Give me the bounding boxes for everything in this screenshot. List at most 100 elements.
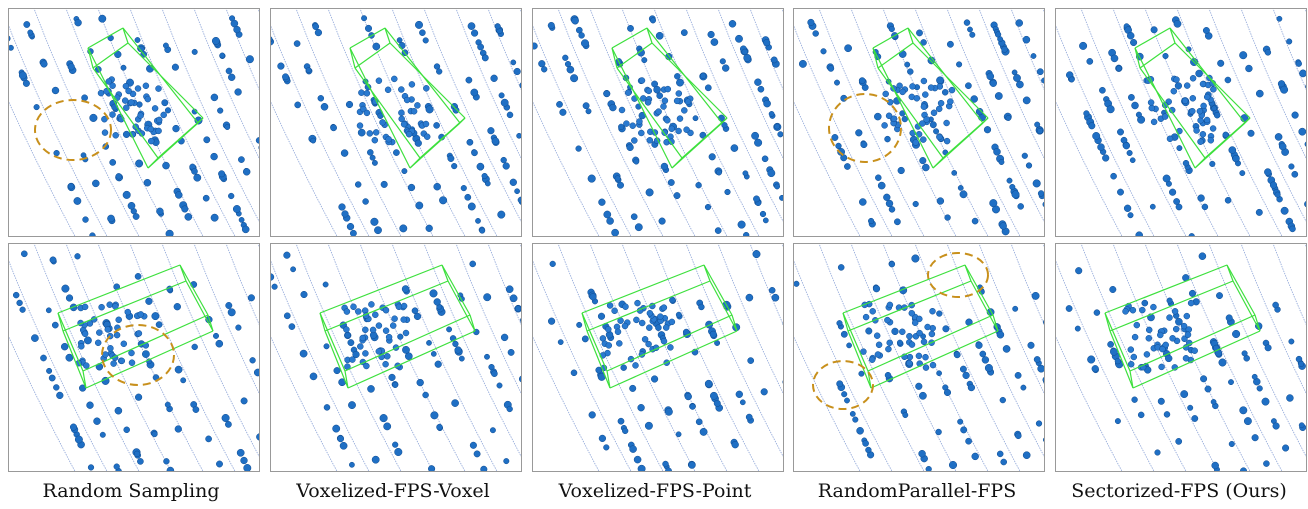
point: [1166, 297, 1173, 304]
scan-line: [685, 8, 784, 224]
point: [439, 196, 448, 205]
point: [379, 414, 388, 423]
point: [538, 60, 546, 68]
point: [1086, 58, 1094, 65]
box-edge: [122, 27, 129, 44]
scan-line: [455, 243, 522, 396]
point: [881, 122, 888, 129]
point: [343, 326, 350, 333]
point: [413, 312, 422, 321]
box-edge: [469, 314, 476, 332]
point: [699, 427, 708, 436]
point: [1048, 388, 1054, 394]
point: [1044, 20, 1050, 26]
point: [65, 353, 74, 362]
point: [603, 210, 612, 219]
point: [136, 101, 143, 108]
scan-line: [978, 243, 1045, 396]
point: [1280, 206, 1289, 215]
point: [395, 303, 403, 311]
point: [367, 149, 374, 156]
point: [906, 359, 913, 367]
point: [260, 24, 267, 31]
point: [929, 121, 937, 129]
point: [452, 340, 459, 348]
point: [210, 213, 219, 222]
point: [162, 42, 169, 49]
scan-line: [97, 8, 204, 237]
box-edge: [606, 370, 611, 389]
point: [745, 413, 753, 421]
point: [578, 32, 585, 39]
point: [645, 188, 654, 197]
point: [636, 118, 643, 125]
point: [837, 264, 845, 271]
box-edge: [87, 27, 124, 49]
point: [382, 360, 389, 368]
point: [383, 422, 392, 431]
point: [644, 421, 653, 430]
point: [81, 330, 89, 338]
point: [283, 312, 291, 320]
point: [476, 162, 485, 171]
point: [288, 323, 296, 330]
point: [922, 163, 930, 172]
panel-content: [8, 243, 260, 472]
point: [1180, 322, 1188, 330]
panel-bg: [270, 243, 522, 472]
point: [656, 92, 664, 100]
point: [46, 367, 53, 374]
point: [19, 306, 26, 313]
point: [605, 326, 612, 333]
point: [366, 130, 374, 137]
point: [61, 284, 70, 293]
point: [1239, 170, 1246, 177]
box-edge: [646, 27, 653, 44]
scan-line: [327, 243, 434, 472]
point: [676, 115, 684, 122]
point: [935, 428, 942, 436]
point: [798, 59, 807, 68]
point: [556, 101, 563, 108]
point: [500, 333, 509, 342]
point: [310, 137, 317, 144]
point: [1042, 376, 1045, 384]
point: [372, 129, 380, 136]
point: [40, 354, 47, 362]
point: [660, 162, 669, 171]
point: [73, 197, 82, 205]
scan-line: [8, 99, 76, 237]
point: [277, 62, 285, 70]
box-edge: [872, 47, 879, 69]
point: [1135, 111, 1142, 118]
point: [425, 105, 434, 114]
point: [211, 36, 220, 45]
point: [135, 330, 143, 337]
box-edge: [441, 264, 471, 316]
point: [1006, 177, 1013, 184]
point: [370, 217, 379, 226]
point: [344, 332, 351, 339]
point: [924, 323, 931, 331]
point: [227, 308, 236, 317]
point: [753, 195, 760, 203]
point: [165, 229, 174, 237]
point: [270, 35, 273, 43]
point: [549, 260, 556, 268]
point: [912, 200, 919, 208]
point: [132, 213, 140, 220]
point: [676, 78, 684, 87]
point: [423, 133, 431, 140]
point: [78, 343, 85, 350]
box-edge: [441, 264, 449, 282]
point: [433, 182, 441, 191]
box-edge: [877, 42, 914, 69]
point: [1015, 19, 1023, 27]
point: [970, 95, 978, 103]
point: [1102, 154, 1110, 162]
point: [172, 124, 180, 133]
point: [1169, 335, 1176, 342]
point: [1183, 312, 1191, 320]
point: [262, 28, 268, 34]
panel-border: [1055, 8, 1307, 237]
